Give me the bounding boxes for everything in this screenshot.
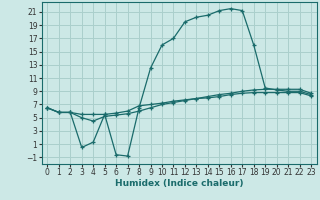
X-axis label: Humidex (Indice chaleur): Humidex (Indice chaleur) [115,179,244,188]
